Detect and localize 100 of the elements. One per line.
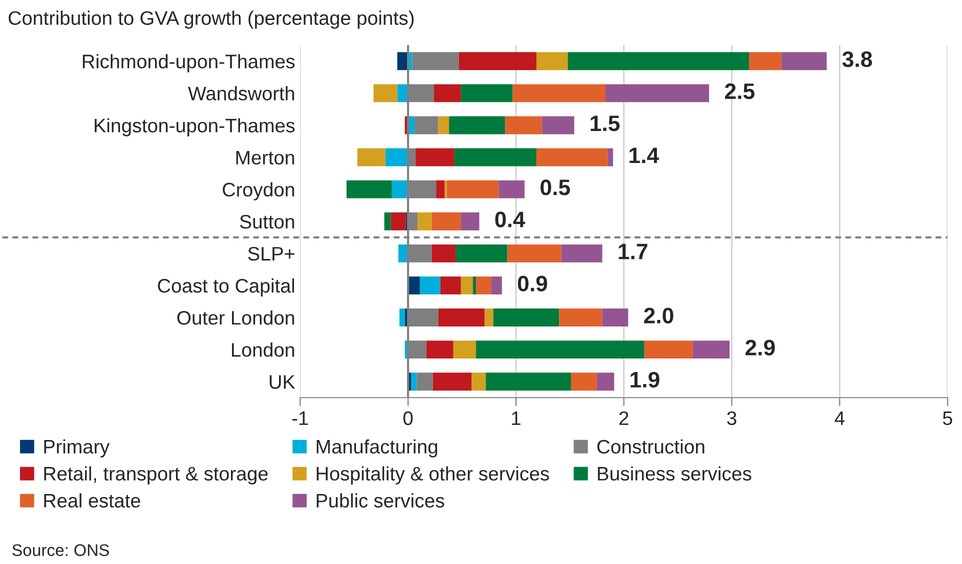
bar [399,308,405,326]
y-tick-label: Richmond-upon-Thames [82,54,295,72]
bar [606,84,710,102]
y-tick-label: Wandsworth [188,86,294,100]
legend-label: Public services [316,493,444,508]
bar [456,244,508,262]
x-tick-label: 3 [727,411,736,426]
source-note: Source: ONS [12,544,109,556]
bar [568,52,750,70]
bar [472,276,476,294]
y-tick-label: Sutton [240,214,294,229]
y-tick-label: Kingston-upon-Thames [94,118,295,136]
bar [476,340,644,359]
bar [749,52,782,70]
bar [374,84,398,102]
bar [460,84,513,102]
bar [542,116,574,134]
bar [505,116,542,134]
bar [536,148,608,166]
total-label: 0.4 [495,212,526,228]
total-label: 2.9 [745,340,775,356]
x-tick-label: 2 [619,411,628,425]
y-tick-label: Outer London [177,310,294,325]
bar [416,148,454,166]
legend-label: Business services [598,466,752,481]
bar [426,340,454,359]
bar [398,244,407,262]
bar [434,84,461,102]
bar [432,372,472,391]
bar [416,372,433,391]
bar [536,52,568,70]
bar [596,372,614,391]
bar [491,276,502,294]
bar [440,276,461,294]
bar [346,180,392,198]
y-tick-label: Merton [236,150,294,165]
bar [449,116,506,134]
bar [570,372,597,391]
x-tick-label: 4 [834,412,845,425]
x-tick-label: 1 [512,412,520,425]
y-tick-label: Coast to Capital [158,278,294,297]
x-tick-label: -1 [292,412,308,425]
bar [507,244,562,262]
bar [418,212,432,230]
bar [436,180,445,198]
bar [414,116,438,134]
bar [561,244,602,262]
bar [692,340,730,359]
bar [385,148,408,166]
total-label: 1.7 [618,244,648,260]
bar [460,212,480,230]
total-label: 2.0 [644,308,674,324]
bar [408,276,420,294]
bar [390,212,406,230]
total-label: 1.4 [630,148,659,164]
total-label: 0.9 [518,276,548,292]
bar [493,308,560,326]
bar [454,148,536,166]
bar [512,84,606,102]
bar [781,52,827,70]
bar [472,372,486,391]
bar [432,212,461,230]
legend-label: Real estate [44,493,140,508]
bar [460,276,473,294]
bar [559,308,602,326]
bar [644,340,693,359]
bar [458,52,536,70]
bar [384,212,391,230]
total-label: 0.5 [540,180,570,196]
bar [484,308,494,326]
bar [608,148,614,166]
chart-title: Contribution to GVA growth (percentage points) [8,10,414,29]
x-tick-label: 5 [942,412,952,426]
x-tick-label: 0 [403,411,413,426]
bar [438,116,450,134]
bar [411,372,417,391]
total-label: 1.5 [590,116,620,132]
legend-label: Primary [44,439,110,458]
bar [420,276,440,294]
total-label: 3.8 [842,51,872,68]
bar [392,180,407,198]
y-tick-label: Croydon [222,182,294,200]
bar [412,52,459,70]
bar [476,276,492,294]
legend-label: Hospitality & other services [316,466,549,484]
bar [453,340,476,359]
bar [432,244,456,262]
legend-label: Manufacturing [316,439,438,458]
y-tick-label: SLP+ [248,246,294,261]
bar [498,180,525,198]
bar [446,180,499,198]
legend-label: Retail, transport & storage [44,466,268,484]
bar [357,148,386,166]
y-tick-label: London [232,342,294,357]
total-label: 1.9 [630,372,660,388]
bar [438,308,485,326]
total-label: 2.5 [724,83,754,100]
bar [486,372,571,391]
legend-label: Construction [597,439,704,454]
bar [602,308,628,326]
